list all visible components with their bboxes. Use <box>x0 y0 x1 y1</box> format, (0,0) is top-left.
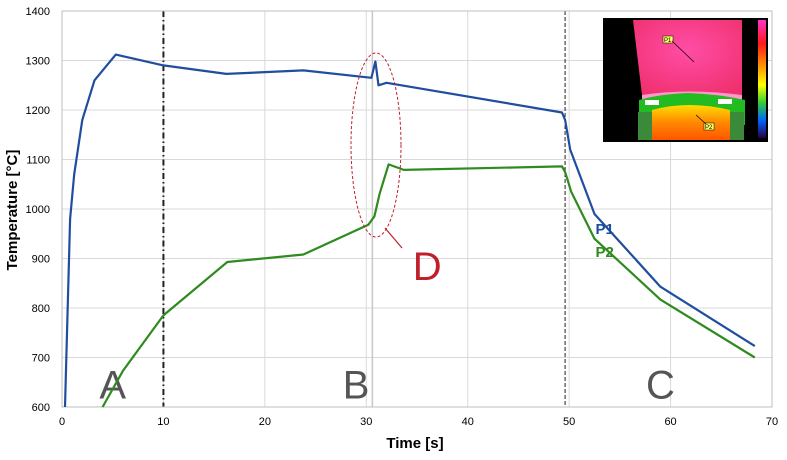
y-tick-label: 1100 <box>26 155 50 167</box>
series-line-p2 <box>101 163 756 408</box>
x-tick-labels: 0 10 20 30 40 50 60 70 <box>59 416 778 428</box>
annotation-label-d: D <box>413 245 442 289</box>
inset-color-scale <box>758 20 766 138</box>
plot-area-frame <box>61 10 773 408</box>
y-tick-label: 1200 <box>26 105 50 117</box>
thermal-image-inset: P1 P2 <box>603 18 768 142</box>
series-label-p2: P2 <box>595 244 613 261</box>
x-tick-label: 50 <box>563 416 575 428</box>
y-tick-label: 700 <box>32 353 50 365</box>
y-tick-labels: 600 700 800 900 1000 1100 1200 1300 1400 <box>26 6 50 414</box>
y-tick-label: 800 <box>32 303 50 315</box>
region-d-ellipse <box>350 52 402 238</box>
x-axis-title: Time [s] <box>386 435 443 452</box>
y-tick-label: 1400 <box>26 6 50 18</box>
y-axis-title: Temperature [°C] <box>4 150 21 271</box>
y-tick-label: 900 <box>32 254 50 266</box>
x-tick-label: 10 <box>157 416 169 428</box>
region-label-b: B <box>343 364 370 408</box>
series-label-p1: P1 <box>595 221 613 238</box>
x-tick-label: 70 <box>766 416 778 428</box>
y-tick-label: 1300 <box>26 56 50 68</box>
inset-marker-p2: P2 <box>705 125 713 131</box>
series-line-p1 <box>63 53 756 408</box>
grid-lines <box>61 10 773 408</box>
data-series <box>63 53 756 408</box>
x-tick-label: 0 <box>59 416 65 428</box>
y-tick-label: 600 <box>32 402 50 414</box>
inset-marker-p1: P1 <box>664 38 672 44</box>
x-tick-label: 40 <box>462 416 474 428</box>
x-tick-label: 20 <box>259 416 271 428</box>
region-d-pointer <box>384 227 403 249</box>
y-tick-label: 1000 <box>26 204 50 216</box>
x-tick-label: 30 <box>360 416 372 428</box>
annotation-labels: D <box>413 245 442 289</box>
region-label-c: C <box>646 364 675 408</box>
x-tick-label: 60 <box>664 416 676 428</box>
